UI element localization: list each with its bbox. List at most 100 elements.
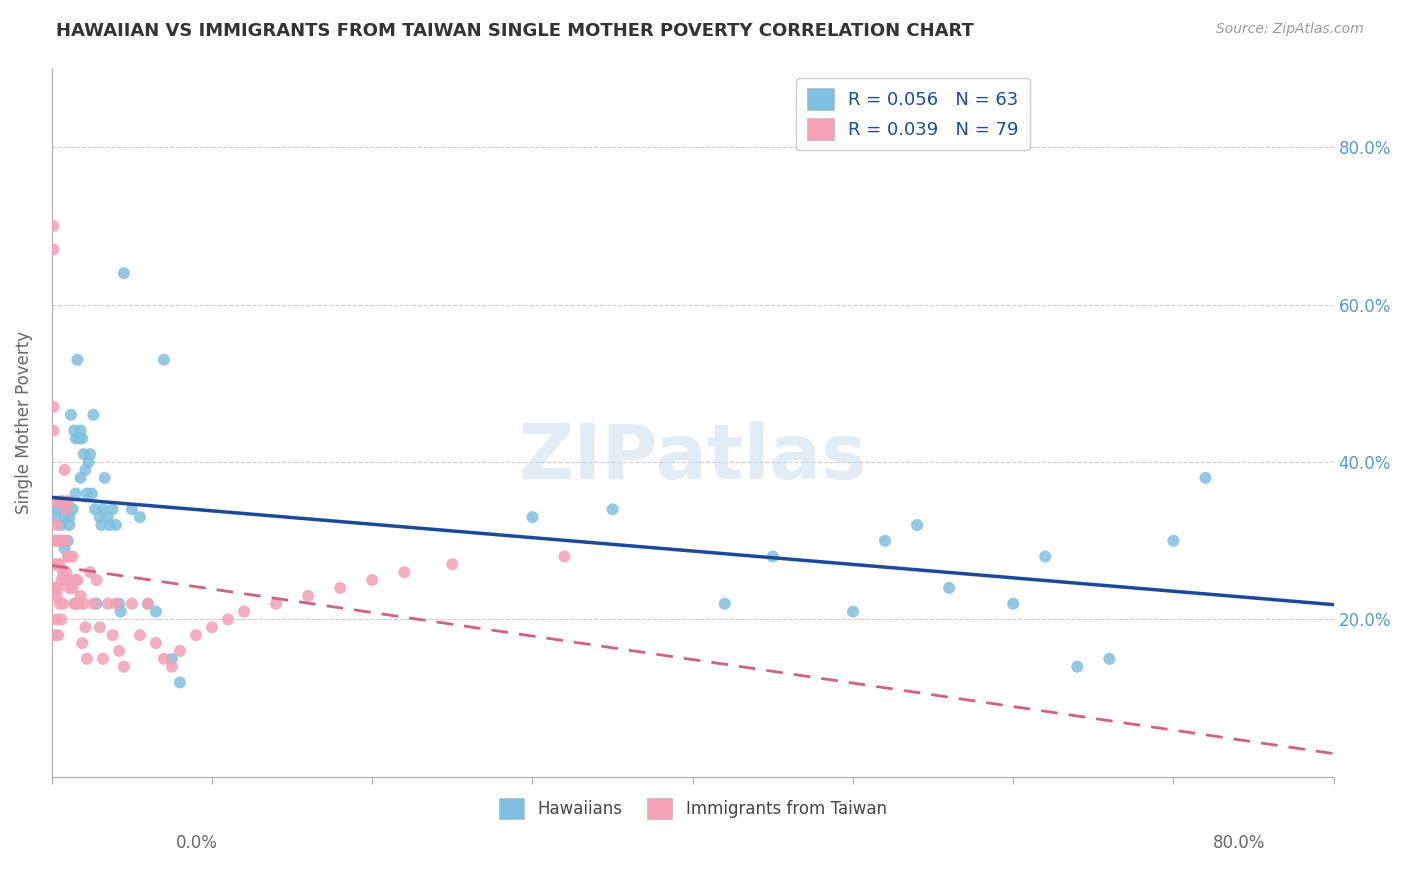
Point (53, 463, 76, 477)
Point (56, 494, 79, 508)
Point (84, 502, 107, 516)
Point (1002, 597, 1025, 611)
Point (762, 549, 785, 564)
Point (108, 644, 131, 658)
Point (45, 612, 67, 626)
Point (46, 558, 69, 572)
Point (46, 502, 69, 516)
Point (62, 549, 84, 564)
Point (46, 533, 69, 548)
Point (44, 494, 66, 508)
Point (51, 518, 73, 533)
Point (58, 581, 80, 595)
Point (91, 652, 114, 666)
Point (75, 620, 97, 634)
Point (45, 533, 67, 548)
Point (65, 432, 87, 446)
Point (56, 533, 79, 548)
Point (110, 605, 132, 619)
Point (51, 573, 73, 587)
Point (394, 566, 416, 580)
Point (361, 573, 384, 587)
Point (80, 486, 103, 500)
Point (52, 566, 75, 580)
Point (70, 432, 93, 446)
Point (42, 219, 65, 233)
Point (938, 581, 960, 595)
Point (58, 510, 80, 524)
Point (66, 573, 89, 587)
Point (77, 455, 100, 469)
Point (65, 597, 87, 611)
Point (1098, 652, 1121, 666)
Point (441, 558, 464, 572)
Point (62, 581, 84, 595)
Point (53, 541, 76, 556)
Point (1033, 549, 1056, 564)
Point (905, 518, 928, 533)
Point (44, 581, 66, 595)
Point (97, 597, 120, 611)
Y-axis label: Single Mother Poverty: Single Mother Poverty (15, 331, 32, 515)
Point (82, 597, 104, 611)
Point (46, 628, 69, 642)
Point (65, 573, 87, 587)
Legend: Hawaiians, Immigrants from Taiwan: Hawaiians, Immigrants from Taiwan (492, 791, 893, 825)
Point (201, 620, 224, 634)
Point (53, 533, 76, 548)
Point (55, 502, 77, 516)
Point (112, 659, 135, 673)
Point (62, 502, 84, 516)
Point (58, 518, 80, 533)
Point (101, 502, 124, 516)
Point (55, 502, 77, 516)
Point (53, 573, 76, 587)
Point (79, 447, 101, 461)
Point (45, 558, 67, 572)
Point (52, 597, 75, 611)
Point (44, 510, 66, 524)
Point (58, 549, 80, 564)
Point (86, 573, 108, 587)
Point (51, 494, 73, 508)
Point (522, 510, 544, 524)
Point (602, 502, 624, 516)
Point (44, 628, 66, 642)
Point (217, 612, 239, 626)
Point (49, 597, 72, 611)
Text: ZIPatlas: ZIPatlas (519, 421, 868, 495)
Point (49, 533, 72, 548)
Point (63, 424, 86, 438)
Point (55, 566, 77, 580)
Point (145, 605, 167, 619)
Point (90, 518, 112, 533)
Point (121, 597, 143, 611)
Point (69, 471, 91, 485)
Point (264, 597, 287, 611)
Point (82, 408, 104, 422)
Point (49, 494, 72, 508)
Point (97, 510, 120, 524)
Point (42, 243, 65, 257)
Point (1163, 533, 1185, 548)
Point (1066, 659, 1088, 673)
Point (44, 558, 66, 572)
Point (169, 644, 191, 658)
Point (713, 597, 735, 611)
Point (842, 605, 865, 619)
Point (169, 675, 191, 690)
Point (128, 628, 150, 642)
Point (49, 533, 72, 548)
Text: HAWAIIAN VS IMMIGRANTS FROM TAIWAN SINGLE MOTHER POVERTY CORRELATION CHART: HAWAIIAN VS IMMIGRANTS FROM TAIWAN SINGL… (56, 22, 974, 40)
Point (86, 597, 108, 611)
Point (76, 652, 98, 666)
Point (49, 558, 72, 572)
Point (108, 597, 131, 611)
Point (104, 597, 127, 611)
Point (136, 597, 159, 611)
Point (873, 533, 896, 548)
Point (70, 636, 93, 650)
Point (69, 589, 91, 603)
Text: Source: ZipAtlas.com: Source: ZipAtlas.com (1216, 22, 1364, 37)
Point (553, 549, 575, 564)
